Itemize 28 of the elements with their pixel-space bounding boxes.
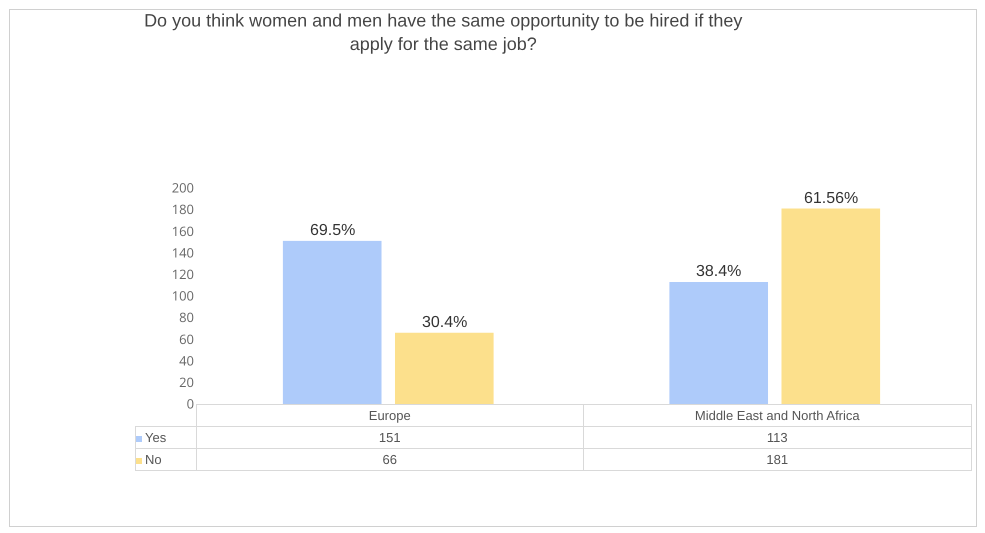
y-tick-label: 180 xyxy=(172,200,194,218)
legend-label: Yes xyxy=(136,426,196,448)
annotation: 69.5% xyxy=(310,222,356,239)
y-tick-label: 140 xyxy=(172,243,194,262)
y-tick-label: 20 xyxy=(179,372,194,391)
bar xyxy=(669,282,768,404)
data-label: 151 xyxy=(196,426,584,448)
y-tick-label: 160 xyxy=(172,222,194,240)
y-tick-label: 60 xyxy=(179,330,194,348)
data-label: 181 xyxy=(584,448,971,470)
bar xyxy=(781,208,880,404)
chart-title: Do you think women and men have the same opportunity to be hired if they apply for the same job? xyxy=(144,10,742,54)
y-tick-label: 200 xyxy=(172,178,194,197)
bar xyxy=(282,240,382,404)
bar xyxy=(394,332,494,404)
x-tick-label: Europe xyxy=(196,404,584,426)
data-label: 113 xyxy=(584,426,971,448)
annotation: 38.4% xyxy=(696,263,742,280)
y-tick-label: 100 xyxy=(172,286,194,305)
data-label: 66 xyxy=(196,448,584,470)
y-tick-label: 40 xyxy=(179,351,194,370)
legend-label: No xyxy=(136,448,196,470)
annotation: 30.4% xyxy=(422,314,468,331)
y-tick-label: 120 xyxy=(172,264,194,283)
annotation: 61.56% xyxy=(804,190,858,207)
y-tick-label: 80 xyxy=(179,308,194,326)
x-tick-label: Middle East and North Africa xyxy=(584,404,971,426)
y-tick-label: 0 xyxy=(186,394,194,413)
